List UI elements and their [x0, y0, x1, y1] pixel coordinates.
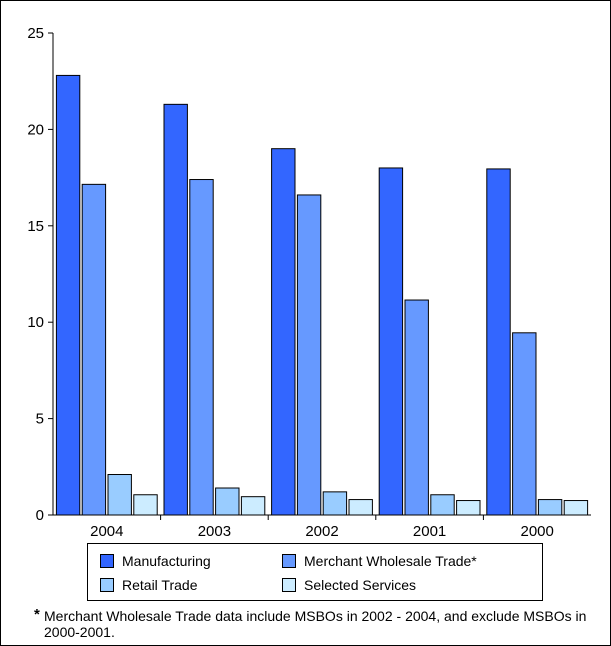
y-tick-label-10: 10	[27, 314, 44, 331]
bar-merchant-wholesale-trade-2001	[404, 299, 429, 516]
bar-manufacturing-2001	[378, 167, 404, 516]
bar-manufacturing-2003	[163, 103, 188, 516]
legend-item-merchant-wholesale-trade: Merchant Wholesale Trade*	[282, 553, 477, 569]
bar-merchant-wholesale-trade-2004	[81, 183, 107, 516]
bar-selected-services-2000	[563, 500, 589, 516]
legend-item-retail-trade: Retail Trade	[100, 577, 197, 593]
bar-retail-trade-2003	[215, 487, 240, 516]
bar-chart: 2004 2003 2002 2001 2000 0 5 10 15 20 25	[27, 25, 591, 540]
y-tick-label-25: 25	[27, 25, 44, 42]
bar-selected-services-2004	[133, 494, 158, 516]
y-tick-label-20: 20	[27, 121, 44, 138]
y-tick-label-0: 0	[36, 507, 44, 524]
bar-retail-trade-2001	[430, 494, 455, 516]
legend-label-retail-trade: Retail Trade	[122, 577, 198, 593]
x-tick-label-2002: 2002	[305, 523, 338, 540]
x-tick-label-2004: 2004	[90, 523, 123, 540]
footnote: Merchant Wholesale Trade data include MS…	[44, 608, 587, 640]
legend-swatch-manufacturing	[100, 554, 114, 568]
legend-item-selected-services: Selected Services	[282, 577, 416, 593]
bar-selected-services-2002	[348, 499, 373, 516]
legend-item-manufacturing: Manufacturing	[100, 553, 211, 569]
bar-manufacturing-2004	[55, 74, 81, 516]
bar-merchant-wholesale-trade-2003	[189, 179, 214, 516]
y-tick-label-5: 5	[36, 411, 44, 428]
bar-manufacturing-2000	[486, 168, 511, 516]
x-tick-label-2003: 2003	[198, 523, 231, 540]
legend-label-manufacturing: Manufacturing	[122, 553, 211, 569]
bar-retail-trade-2004	[107, 474, 132, 516]
x-tick-label-2000: 2000	[521, 523, 554, 540]
bar-merchant-wholesale-trade-2002	[296, 194, 322, 516]
bar-selected-services-2003	[240, 496, 266, 516]
footnote-star: *	[34, 606, 40, 623]
legend-label-selected-services: Selected Services	[304, 577, 417, 593]
bar-selected-services-2001	[456, 500, 481, 516]
bar-retail-trade-2002	[322, 491, 348, 516]
bar-merchant-wholesale-trade-2000	[512, 332, 537, 516]
bar-manufacturing-2002	[271, 148, 296, 516]
chart-legend: Manufacturing Merchant Wholesale Trade* …	[87, 543, 543, 601]
y-tick-label-15: 15	[27, 218, 44, 235]
x-tick-label-2001: 2001	[413, 523, 446, 540]
legend-swatch-retail-trade	[100, 578, 114, 592]
bar-retail-trade-2000	[537, 499, 563, 516]
legend-swatch-merchant-wholesale-trade	[282, 554, 296, 568]
legend-swatch-selected-services	[282, 578, 296, 592]
legend-label-merchant-wholesale-trade: Merchant Wholesale Trade*	[304, 553, 477, 569]
